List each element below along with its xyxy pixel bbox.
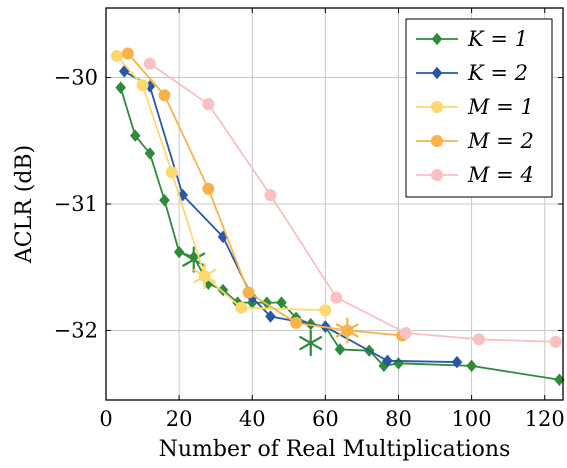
- data-point: [115, 81, 126, 94]
- data-point: [466, 359, 477, 373]
- data-point: [393, 357, 404, 370]
- x-tick-label: 0: [99, 407, 112, 431]
- legend-label: K = 2: [467, 61, 528, 85]
- x-tick-label: 40: [239, 407, 266, 431]
- series-4: [143, 57, 562, 348]
- series-line: [116, 55, 326, 312]
- data-point: [451, 355, 463, 369]
- data-point: [265, 310, 276, 323]
- legend-entry: K = 1: [416, 27, 528, 51]
- data-point: [330, 291, 343, 304]
- tick-layer: 0 20 40 60 80 100 120 −32 −31 −30: [54, 8, 565, 431]
- data-point: [159, 193, 170, 207]
- x-tick-label: 60: [312, 407, 339, 431]
- data-point: [290, 316, 303, 329]
- y-axis-label: ACLR (dB): [12, 145, 37, 264]
- legend-marker: [431, 66, 443, 80]
- legend-label: M = 2: [467, 129, 534, 153]
- data-point: [319, 304, 332, 317]
- data-point: [121, 47, 134, 60]
- data-point: [110, 50, 123, 63]
- legend-entry: K = 2: [416, 61, 528, 85]
- data-point: [242, 286, 255, 299]
- data-point: [143, 57, 156, 70]
- data-point: [399, 326, 412, 339]
- data-point: [472, 333, 485, 346]
- data-point: [158, 89, 171, 102]
- series-2: [110, 50, 332, 317]
- y-tick-label: −31: [54, 192, 98, 216]
- highlight-star-marker: [193, 262, 217, 290]
- data-point: [165, 166, 178, 179]
- series-layer: [110, 47, 565, 386]
- data-point: [235, 301, 248, 314]
- y-tick-label: −32: [54, 318, 98, 342]
- legend-entry: M = 4: [416, 163, 534, 187]
- legend-marker: [430, 168, 443, 181]
- legend-box: [405, 18, 553, 198]
- data-point: [173, 245, 185, 259]
- x-tick-label: 120: [525, 407, 565, 431]
- legend-label: M = 1: [467, 95, 534, 119]
- data-point: [177, 188, 189, 202]
- legend-entry: M = 1: [416, 95, 534, 119]
- data-point: [334, 343, 346, 356]
- highlight-star-marker: [182, 246, 206, 273]
- data-point: [264, 189, 277, 202]
- legend: K = 1 K = 2 M = 1 M = 2 M = 4: [405, 18, 553, 198]
- legend-label: K = 1: [467, 27, 528, 51]
- data-point: [202, 98, 215, 111]
- legend-entry: M = 2: [416, 129, 534, 153]
- highlight-star-marker: [335, 317, 359, 344]
- legend-marker: [431, 32, 443, 46]
- series-1: [118, 65, 463, 369]
- legend-label: M = 4: [467, 163, 534, 187]
- data-point: [549, 335, 562, 348]
- legend-marker: [430, 134, 443, 147]
- x-axis-label: Number of Real Multiplications: [159, 437, 511, 462]
- highlight-star-marker: [299, 329, 323, 357]
- x-tick-label: 20: [166, 407, 193, 431]
- data-point: [144, 147, 156, 160]
- data-point: [129, 129, 141, 142]
- data-point: [136, 79, 149, 92]
- legend-marker: [430, 101, 443, 114]
- x-tick-label: 100: [452, 407, 492, 431]
- data-point: [202, 182, 215, 195]
- y-tick-label: −30: [54, 66, 98, 90]
- data-point: [382, 354, 393, 368]
- x-tick-label: 80: [385, 407, 412, 431]
